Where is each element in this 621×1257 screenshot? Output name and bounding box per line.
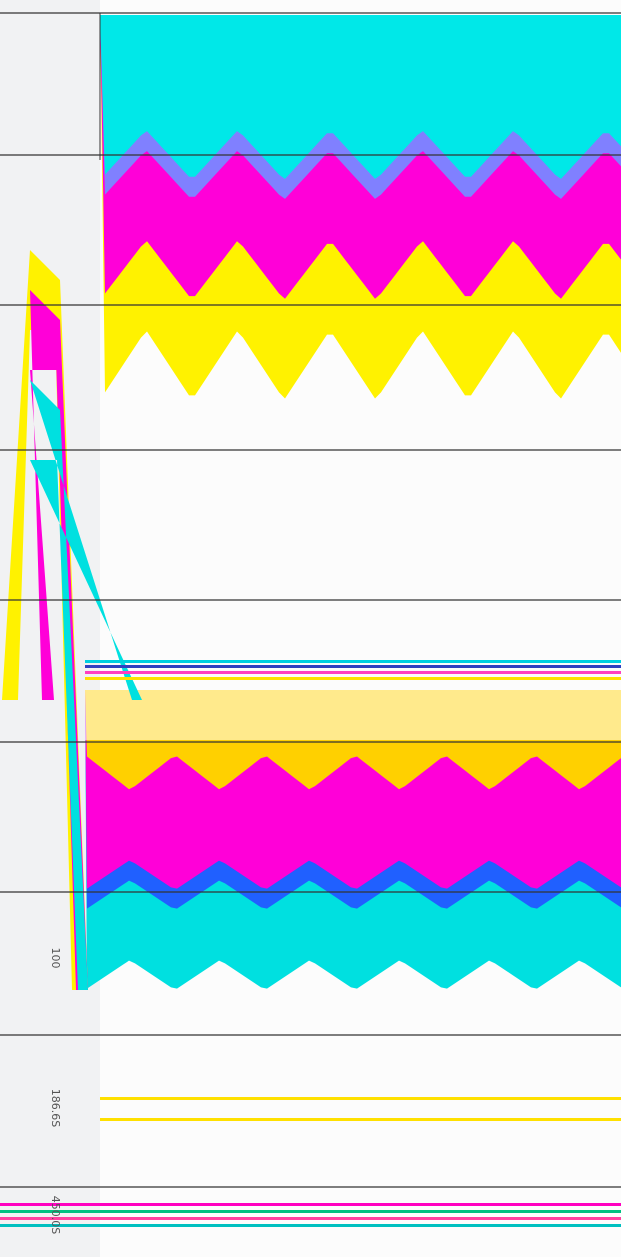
side-label: 186.6S: [49, 1089, 62, 1127]
stripe: [0, 1224, 621, 1227]
fade: [85, 690, 621, 740]
stripe: [0, 1217, 621, 1220]
stripe: [85, 677, 621, 680]
stripe: [85, 660, 621, 663]
stripe: [100, 1118, 621, 1121]
stripe: [85, 665, 621, 668]
color-band: [100, 15, 621, 179]
stripe: [0, 1203, 621, 1206]
side-label: 450.0S: [49, 1196, 62, 1234]
stripe: [85, 671, 621, 674]
side-label: 100: [49, 948, 62, 969]
stripe: [100, 1097, 621, 1100]
stripe: [0, 1210, 621, 1213]
scan-strip: 100 186.6S 450.0S: [0, 0, 621, 1257]
